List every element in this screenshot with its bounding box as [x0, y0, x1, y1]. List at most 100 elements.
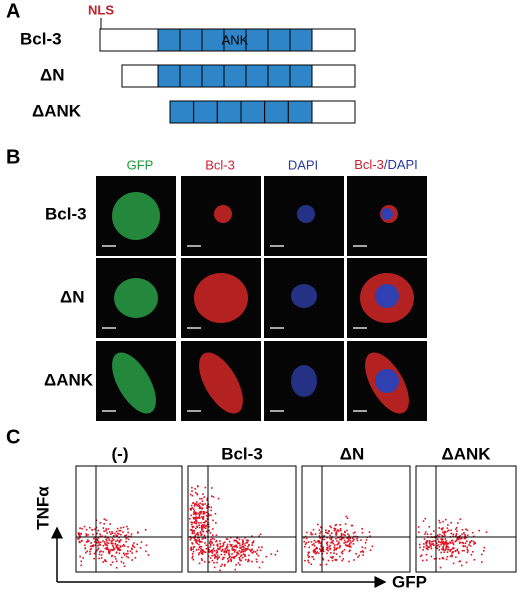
- event-dot: [112, 542, 114, 545]
- event-dot: [84, 551, 87, 554]
- event-dot: [334, 558, 336, 561]
- event-dot: [217, 547, 219, 550]
- event-dot: [109, 523, 111, 525]
- event-dot: [92, 533, 94, 536]
- event-dot: [194, 519, 197, 522]
- ankyrin-repeat: [240, 100, 266, 124]
- event-dot: [446, 551, 449, 553]
- event-dot: [458, 560, 461, 563]
- event-dot: [78, 536, 81, 539]
- event-dot: [226, 538, 229, 540]
- event-dot: [211, 551, 214, 553]
- event-dot: [205, 525, 208, 527]
- cell: [194, 273, 248, 323]
- event-dot: [104, 542, 106, 545]
- event-dot: [458, 537, 461, 540]
- event-dot: [224, 548, 227, 550]
- event-dot: [344, 523, 347, 525]
- plot-title: Bcl-3: [221, 444, 263, 463]
- event-dot: [111, 544, 114, 547]
- event-dot: [336, 543, 338, 546]
- event-dot: [335, 532, 338, 534]
- event-dot: [339, 524, 341, 526]
- event-dot: [441, 534, 444, 537]
- ankyrin-repeat: [245, 64, 269, 88]
- event-dot: [189, 507, 192, 510]
- event-dot: [450, 521, 452, 524]
- event-dot: [349, 537, 351, 540]
- event-dot: [430, 545, 432, 548]
- event-dot: [340, 537, 343, 539]
- event-dot: [192, 513, 195, 515]
- event-dot: [430, 547, 433, 550]
- event-dot: [215, 552, 218, 554]
- event-dot: [85, 534, 88, 537]
- event-dot: [126, 550, 129, 552]
- event-dot: [239, 559, 241, 562]
- event-dot: [245, 542, 247, 544]
- event-dot: [436, 544, 439, 547]
- event-dot: [459, 560, 461, 563]
- event-dot: [226, 557, 229, 560]
- event-dot: [312, 550, 315, 553]
- event-dot: [452, 533, 455, 536]
- event-dot: [200, 550, 202, 553]
- event-dot: [461, 564, 463, 567]
- event-dot: [195, 549, 198, 551]
- event-dot: [347, 537, 350, 539]
- event-dot: [211, 552, 214, 554]
- event-dot: [442, 548, 445, 550]
- event-dot: [200, 545, 203, 548]
- event-dot: [197, 553, 200, 556]
- event-dot: [94, 538, 97, 541]
- event-dot: [317, 523, 319, 526]
- header-part: Bcl-3: [354, 157, 384, 172]
- event-dot: [240, 551, 243, 553]
- event-dot: [114, 542, 116, 545]
- event-dot: [361, 546, 364, 549]
- event-dot: [96, 549, 99, 552]
- ankyrin-repeat: [169, 100, 195, 124]
- event-dot: [462, 545, 465, 548]
- event-dot: [424, 517, 427, 520]
- event-dot: [335, 547, 338, 550]
- event-dot: [111, 531, 113, 533]
- event-dot: [83, 525, 86, 528]
- event-dot: [444, 543, 447, 545]
- event-dot: [446, 530, 449, 532]
- event-dot: [94, 544, 97, 546]
- event-dot: [458, 542, 461, 545]
- event-dot: [240, 546, 243, 549]
- event-dot: [251, 548, 253, 551]
- event-dot: [122, 543, 125, 546]
- event-dot: [194, 502, 196, 505]
- event-dot: [101, 535, 103, 538]
- event-dot: [443, 551, 445, 553]
- event-dot: [102, 540, 104, 542]
- event-dot: [444, 530, 446, 533]
- event-dot: [200, 552, 203, 555]
- event-dot: [216, 545, 219, 548]
- event-dot: [84, 547, 87, 550]
- event-dot: [316, 547, 319, 550]
- event-dot: [247, 558, 250, 561]
- event-dot: [430, 533, 432, 535]
- event-dot: [90, 547, 93, 550]
- event-dot: [89, 545, 92, 548]
- event-dot: [110, 542, 113, 544]
- event-dot: [133, 542, 135, 544]
- event-dot: [436, 534, 439, 537]
- column-header: GFP: [127, 157, 154, 172]
- ankyrin-repeat: [157, 64, 181, 88]
- event-dot: [228, 549, 230, 552]
- event-dot: [256, 549, 259, 552]
- event-dot: [423, 538, 426, 540]
- flow-plots: [75, 465, 517, 573]
- event-dot: [85, 528, 88, 531]
- event-dot: [418, 531, 420, 534]
- event-dot: [198, 504, 201, 507]
- event-dot: [458, 552, 460, 555]
- event-dot: [335, 533, 337, 536]
- event-dot: [327, 559, 330, 562]
